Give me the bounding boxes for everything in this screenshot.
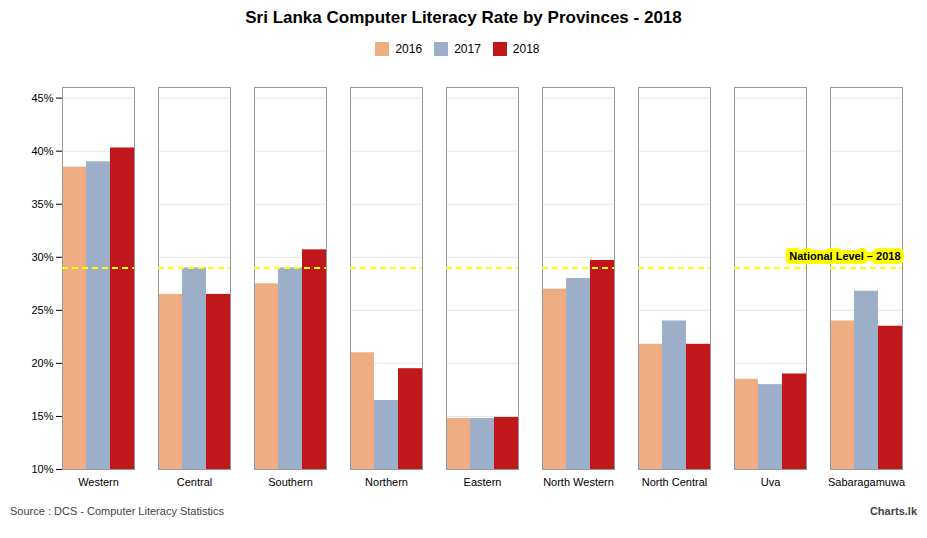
svg-text:15%: 15% — [31, 410, 53, 422]
html-text:Sri Lanka Computer Literacy Ra: Sri Lanka Computer Literacy Rate by Prov… — [245, 8, 682, 27]
svg-text:Uva: Uva — [761, 476, 781, 488]
svg-text:Central: Central — [177, 476, 212, 488]
html-text:2018: 2018 — [512, 41, 540, 56]
html-text:Charts.lk: Charts.lk — [869, 505, 917, 517]
svg-text:Sabaragamuwa: Sabaragamuwa — [828, 476, 906, 488]
svg-text:National Level – 2018: National Level – 2018 — [789, 250, 900, 262]
svg-text:25%: 25% — [31, 304, 53, 316]
svg-text:Southern: Southern — [268, 476, 313, 488]
svg-text:North Central: North Central — [642, 476, 707, 488]
svg-text:35%: 35% — [31, 198, 53, 210]
html-text:Source : DCS - Computer Litera: Source : DCS - Computer Literacy Statist… — [10, 505, 224, 517]
svg-text:10%: 10% — [31, 463, 53, 475]
svg-text:45%: 45% — [31, 92, 53, 104]
svg-text:Northern: Northern — [365, 476, 408, 488]
svg-text:30%: 30% — [31, 251, 53, 263]
svg-text:40%: 40% — [31, 145, 53, 157]
svg-text:Western: Western — [78, 476, 119, 488]
svg-text:North Western: North Western — [543, 476, 614, 488]
svg-text:20%: 20% — [31, 357, 53, 369]
svg-text:Eastern: Eastern — [464, 476, 502, 488]
html-text:2016: 2016 — [395, 41, 423, 56]
html-text:2017: 2017 — [454, 41, 481, 56]
